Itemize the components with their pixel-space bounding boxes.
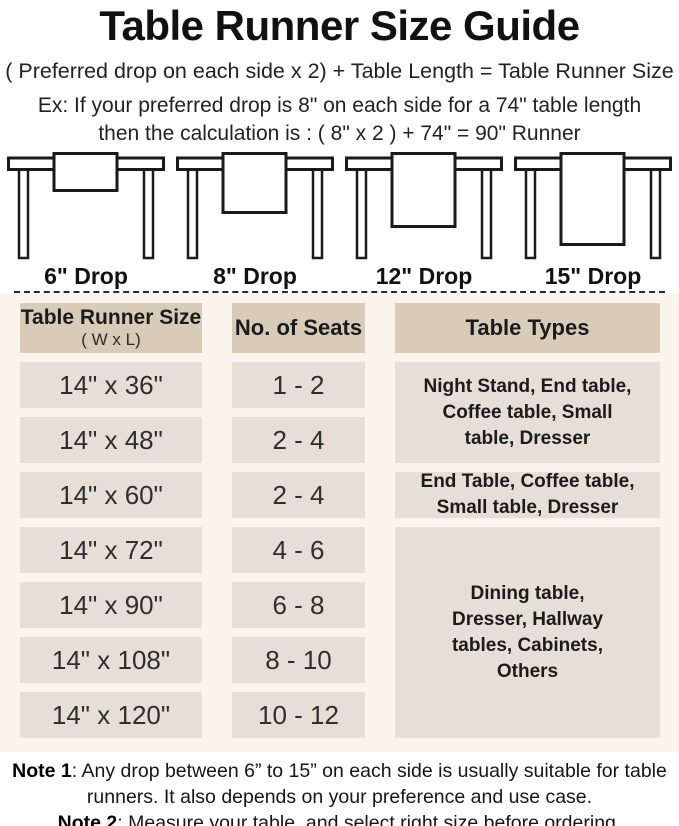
header-runner-size-sub: ( W x L)	[81, 330, 141, 349]
note-1-label: Note 1	[12, 760, 72, 782]
illustration-15-drop: 15" Drop	[513, 152, 673, 289]
types-cell-medium-tables: End Table, Coffee table, Small table, Dr…	[395, 471, 660, 518]
note-2-text: : Measure your table, and select right s…	[117, 812, 622, 826]
table-runner-6-drop-icon	[7, 152, 165, 260]
seats-cell-row6: 8 - 10	[232, 637, 365, 683]
note-1-text: : Any drop between 6” to 15” on each sid…	[71, 760, 667, 808]
size-cell-14x72: 14" x 72"	[20, 527, 202, 573]
seats-cell-row5: 6 - 8	[232, 582, 365, 628]
drop-label-6: 6" Drop	[44, 263, 128, 289]
illustration-12-drop: 12" Drop	[344, 152, 504, 289]
drop-label-12: 12" Drop	[375, 263, 473, 289]
note-1: Note 1: Any drop between 6” to 15” on ea…	[8, 758, 671, 810]
seats-cell-row4: 4 - 6	[232, 527, 365, 573]
types-cell-large-tables: Dining table, Dresser, Hallway tables, C…	[395, 527, 660, 738]
size-cell-14x48: 14" x 48"	[20, 417, 202, 463]
size-cell-14x36: 14" x 36"	[20, 362, 202, 408]
note-2-label: Note 2	[57, 812, 118, 826]
header-runner-size-title: Table Runner Size	[20, 306, 202, 329]
page-title: Table Runner Size Guide	[99, 2, 580, 49]
seats-cell-row3: 2 - 4	[232, 472, 365, 518]
illustration-8-drop: 8" Drop	[175, 152, 335, 289]
size-cell-14x90: 14" x 90"	[20, 582, 202, 628]
illustration-6-drop: 6" Drop	[6, 152, 166, 289]
header-no-of-seats: No. of Seats	[232, 303, 365, 353]
example-line-2: then the calculation is : ( 8" x 2 ) + 7…	[98, 122, 581, 145]
drop-label-8: 8" Drop	[213, 263, 297, 289]
notes: Note 1: Any drop between 6” to 15” on ea…	[0, 752, 679, 826]
drop-label-15: 15" Drop	[544, 263, 642, 289]
size-table: Table Runner Size ( W x L) No. of Seats …	[0, 293, 679, 752]
header-runner-size: Table Runner Size ( W x L)	[20, 303, 202, 353]
seats-cell-row1: 1 - 2	[232, 362, 365, 408]
table-runner-8-drop-icon	[176, 152, 334, 260]
seats-cell-row7: 10 - 12	[232, 692, 365, 738]
size-cell-14x108: 14" x 108"	[20, 637, 202, 683]
example-line-1: Ex: If your preferred drop is 8" on each…	[37, 94, 642, 117]
dashed-divider	[14, 291, 665, 293]
header-table-types: Table Types	[395, 303, 660, 353]
table-runner-12-drop-icon	[345, 152, 503, 260]
header: Table Runner Size Guide ( Preferred drop…	[0, 0, 679, 148]
drop-illustrations: 6" Drop 8" Drop 12" Drop	[0, 148, 679, 289]
size-cell-14x120: 14" x 120"	[20, 692, 202, 738]
types-cell-small-tables: Night Stand, End table, Coffee table, Sm…	[395, 362, 660, 463]
note-2: Note 2: Measure your table, and select r…	[8, 810, 671, 826]
size-cell-14x60: 14" x 60"	[20, 472, 202, 518]
table-runner-15-drop-icon	[514, 152, 672, 260]
seats-cell-row2: 2 - 4	[232, 417, 365, 463]
formula-text: ( Preferred drop on each side x 2) + Tab…	[5, 59, 674, 83]
